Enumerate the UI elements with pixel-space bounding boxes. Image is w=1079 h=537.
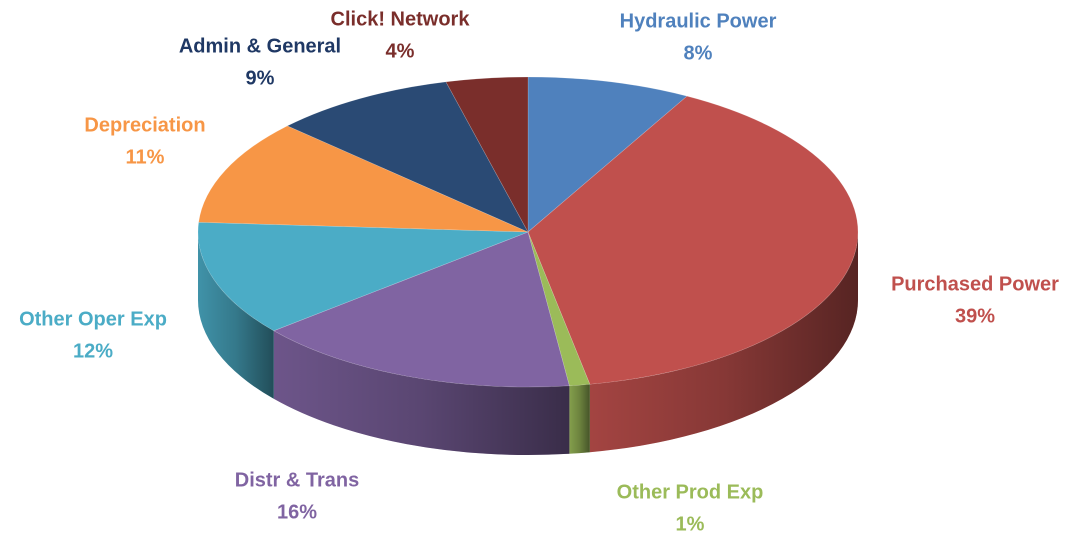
slice: [198, 125, 529, 233]
slice: [527, 76, 688, 233]
data-label-name: Depreciation: [84, 114, 205, 136]
data-label-value: 16%: [277, 501, 317, 523]
slice: [527, 231, 591, 387]
data-label-value: 39%: [955, 305, 995, 327]
slice-side-shade: [198, 232, 274, 399]
data-label-name: Distr & Trans: [235, 469, 359, 491]
data-label-name: Admin & General: [179, 35, 341, 57]
data-label-name: Click! Network: [331, 8, 471, 30]
slice: [273, 231, 570, 388]
data-label-name: Other Oper Exp: [19, 308, 167, 330]
data-label-value: 8%: [684, 42, 713, 64]
slice: [445, 76, 529, 233]
slice: [197, 221, 529, 332]
data-label-name: Other Prod Exp: [617, 481, 764, 503]
data-label-value: 9%: [246, 67, 275, 89]
slice-side-shade: [589, 232, 858, 453]
slice-side-shade: [273, 330, 570, 455]
data-label-value: 4%: [386, 40, 415, 62]
data-label-value: 11%: [126, 146, 165, 168]
data-label-name: Purchased Power: [891, 273, 1059, 295]
slice: [286, 81, 529, 233]
data-label-value: 1%: [676, 513, 705, 535]
slice: [527, 95, 859, 385]
slice-side-shade: [569, 384, 590, 454]
data-label-value: 12%: [73, 340, 113, 362]
data-label-name: Hydraulic Power: [620, 10, 777, 32]
